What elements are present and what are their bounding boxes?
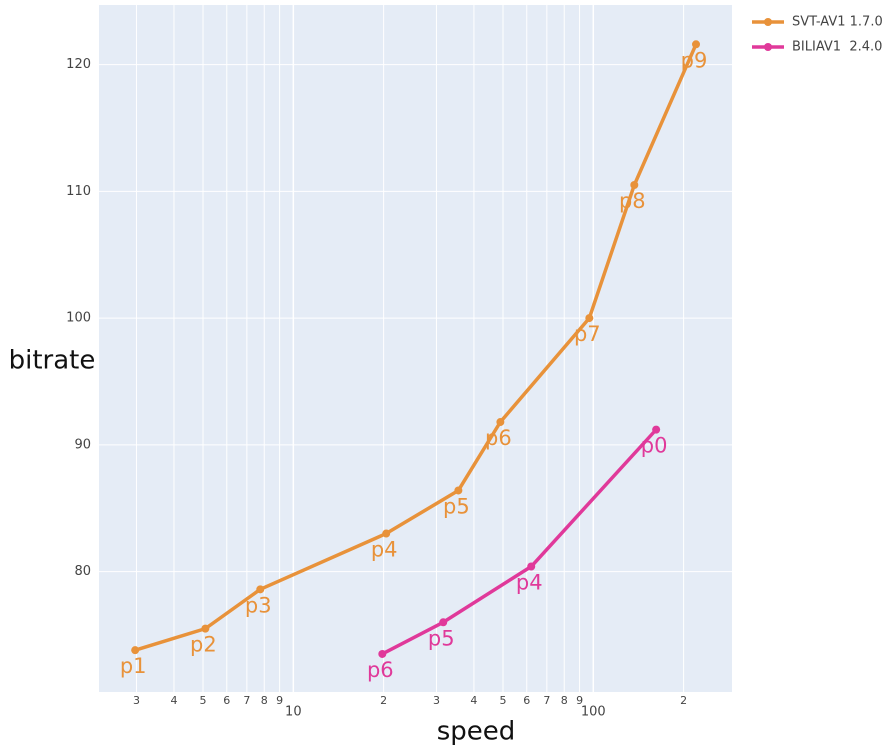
- x-tick-label: 6: [223, 694, 230, 707]
- y-tick-label: 90: [74, 437, 91, 452]
- x-tick-label: 8: [261, 694, 268, 707]
- x-tick-label: 7: [243, 694, 250, 707]
- marker: [382, 529, 391, 538]
- x-tick-label: 4: [170, 694, 177, 707]
- data-label: p0: [641, 434, 668, 458]
- legend-marker: [764, 43, 772, 51]
- y-axis-title: bitrate: [9, 346, 96, 376]
- marker: [439, 618, 448, 627]
- x-tick-label: 3: [133, 694, 140, 707]
- marker: [630, 180, 639, 189]
- marker: [692, 40, 701, 49]
- marker: [256, 585, 265, 594]
- y-tick-label: 100: [66, 311, 91, 326]
- x-tick-label: 6: [523, 694, 530, 707]
- x-tick-label: 8: [561, 694, 568, 707]
- marker: [585, 314, 594, 323]
- data-label: p5: [428, 626, 455, 650]
- x-axis-title: speed: [437, 717, 516, 747]
- marker: [378, 649, 387, 658]
- marker: [652, 425, 661, 434]
- data-label: p5: [443, 494, 470, 518]
- marker: [201, 624, 210, 633]
- marker: [131, 646, 140, 655]
- data-label: p2: [190, 633, 217, 657]
- x-tick-label: 5: [200, 694, 207, 707]
- data-label: p8: [619, 189, 646, 213]
- data-label: p9: [681, 48, 708, 72]
- legend-label: BILIAV1 2.4.0: [792, 40, 882, 55]
- x-tick-label: 2: [380, 694, 387, 707]
- marker: [454, 486, 463, 495]
- x-tick-label: 2: [680, 694, 687, 707]
- data-label: p1: [120, 654, 147, 678]
- marker: [496, 418, 505, 427]
- data-label: p7: [574, 322, 601, 346]
- x-tick-label: 10: [285, 705, 302, 720]
- y-tick-label: 80: [74, 564, 91, 579]
- marker: [527, 562, 536, 571]
- data-label: p4: [516, 571, 543, 595]
- data-label: p6: [485, 426, 512, 450]
- x-tick-label: 3: [433, 694, 440, 707]
- plot-area: [99, 5, 732, 692]
- legend-label: SVT-AV1 1.7.0: [792, 15, 883, 30]
- data-label: p6: [367, 658, 394, 682]
- series-line: [381, 428, 658, 656]
- y-tick-label: 120: [66, 57, 91, 72]
- x-tick-label: 7: [543, 694, 550, 707]
- x-tick-label: 9: [276, 694, 283, 707]
- x-tick-label: 4: [470, 694, 477, 707]
- y-tick-label: 110: [66, 184, 91, 199]
- x-tick-label: 5: [499, 694, 506, 707]
- x-tick-label: 100: [581, 705, 606, 720]
- legend-marker: [764, 18, 772, 26]
- data-label: p4: [371, 538, 398, 562]
- x-tick-label: 9: [576, 694, 583, 707]
- data-label: p3: [245, 593, 272, 617]
